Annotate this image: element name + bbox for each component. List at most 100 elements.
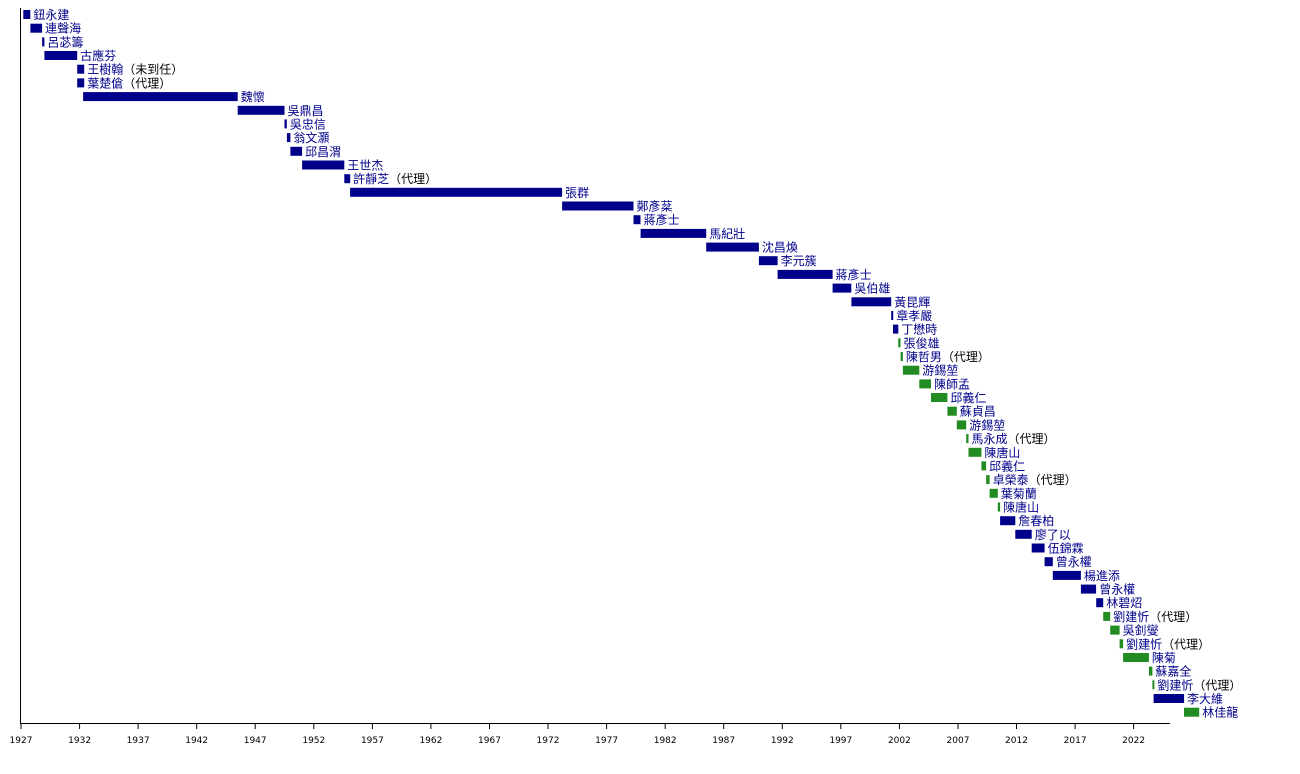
timeline-bar: [1000, 516, 1016, 526]
timeline-bar: [1096, 598, 1104, 608]
timeline-bar: [1184, 707, 1200, 717]
bar-label: 游錫堃: [969, 417, 1005, 432]
x-tick-label: 2007: [947, 736, 970, 746]
timeline-bar: [23, 10, 31, 19]
bar-label: 馬永成（代理）: [972, 432, 1056, 446]
timeline-bar: [77, 64, 85, 74]
bar-label: 鄭彥棻: [637, 199, 673, 214]
timeline-bar: [956, 420, 967, 430]
bar-label-name: 王樹翰: [87, 62, 123, 77]
timeline-bar: [290, 146, 303, 156]
bar-label: 蘇貞昌: [960, 405, 996, 419]
x-tick-label: 1977: [595, 736, 618, 746]
bar-label-name: 吳鼎昌: [288, 104, 324, 118]
bar-label: 曾永權: [1099, 583, 1135, 597]
bar-label: 詹春柏: [1018, 513, 1054, 528]
x-tick-label: 1987: [712, 736, 735, 746]
bar-label: 曾永權: [1056, 555, 1092, 569]
timeline-bar: [900, 352, 903, 361]
bar-label: 陳菊: [1152, 651, 1176, 665]
timeline-bar: [30, 23, 43, 33]
x-tick-label: 1947: [244, 736, 267, 746]
timeline-bar: [1052, 570, 1081, 580]
x-axis-ticks: 1927 1932 1937 1942 1947 1952 1957 1962 1967 1972…: [10, 724, 1145, 746]
bar-label-name: 連聲海: [45, 21, 81, 36]
x-tick-label: 2022: [1122, 736, 1145, 746]
bar-label: 陳師孟: [934, 377, 970, 391]
bar-label: 邱義仁: [950, 390, 986, 405]
bar-label-name: 葉楚傖: [87, 75, 123, 90]
timeline-bar: [968, 447, 982, 457]
bar-label-name: 丁懋時: [901, 322, 937, 337]
bar-label: 張俊雄: [904, 335, 940, 350]
bar-label: 卓榮泰（代理）: [993, 473, 1077, 487]
x-tick-label: 1942: [185, 736, 208, 746]
bar-label-note: （代理）: [1162, 637, 1210, 651]
timeline-bar: [1015, 529, 1032, 539]
bar-label: 游錫堃: [922, 363, 958, 378]
timeline-bar: [777, 269, 833, 279]
bar-label-name: 吳釗燮: [1123, 623, 1159, 638]
bar-label: 劉建忻（代理）: [1126, 636, 1210, 651]
timeline-bar: [302, 160, 345, 170]
bar-label: 吳伯雄: [854, 281, 890, 296]
timeline-bar: [981, 461, 987, 471]
bar-label-name: 蘇貞昌: [960, 405, 996, 419]
bar-label: 葉楚傖（代理）: [87, 75, 171, 90]
bar-label-note: （代理）: [942, 350, 990, 364]
timeline-bar: [284, 119, 287, 129]
bar-label-name: 劉建忻: [1157, 677, 1193, 692]
bar-label: 陳唐山: [1003, 500, 1039, 515]
bar-label-name: 李大維: [1187, 691, 1223, 706]
x-tick-label: 1932: [68, 736, 91, 746]
bar-label-name: 陳唐山: [984, 445, 1020, 460]
bar-label-note: （代理）: [1029, 473, 1077, 487]
timeline-bar: [997, 502, 1001, 512]
bar-label: 鈕永建: [33, 8, 69, 22]
bar-label-name: 陳師孟: [934, 377, 970, 391]
bar-label-name: 魏懷: [241, 89, 265, 104]
bar-label: 陳唐山: [984, 445, 1020, 460]
timeline-bar: [947, 406, 957, 416]
bar-label-name: 章孝嚴: [896, 308, 932, 323]
bar-label-name: 陳哲男: [906, 350, 942, 364]
bar-label: 王世杰: [347, 159, 383, 173]
bar-label-name: 曾永權: [1056, 555, 1092, 569]
bar-label: 馬紀壯: [709, 227, 745, 241]
bar-label: 蔣彥士: [644, 212, 680, 227]
bar-label-name: 伍錦霖: [1048, 541, 1084, 556]
bar-label: 蘇嘉全: [1155, 664, 1191, 679]
bar-label: 李大維: [1187, 691, 1223, 706]
bar-label-note: （代理）: [1149, 610, 1197, 624]
timeline-bar: [237, 105, 285, 115]
bar-label: 邱義仁: [989, 458, 1025, 473]
bar-label: 葉菊蘭: [1001, 487, 1037, 501]
timeline-bar: [1119, 639, 1124, 649]
bar-label-name: 鈕永建: [33, 8, 69, 22]
timeline-bar: [1153, 694, 1185, 703]
timeline-bar: [989, 488, 998, 498]
bar-label-note: （未到任）: [123, 63, 183, 77]
x-tick-label: 1982: [654, 736, 677, 746]
bar-label-name: 李元簇: [781, 253, 817, 268]
timeline-bar: [1148, 666, 1153, 676]
bar-label-note: （代理）: [123, 76, 171, 90]
timeline-bar: [898, 338, 901, 348]
bar-label: 王樹翰（未到任）: [87, 62, 183, 77]
bar-label-name: 廖了以: [1035, 527, 1071, 542]
timeline-bar: [42, 37, 45, 47]
bar-label-name: 曾永權: [1099, 583, 1135, 597]
timeline-bar: [1044, 557, 1053, 567]
bar-label: 丁懋時: [901, 322, 937, 337]
x-tick-label: 1962: [419, 736, 442, 746]
bar-label: 李元簇: [781, 253, 817, 268]
bar-label-name: 鄭彥棻: [637, 199, 673, 214]
x-tick-label: 2002: [888, 736, 911, 746]
bar-label-name: 蔣彥士: [644, 212, 680, 227]
bar-label-name: 游錫堃: [922, 363, 958, 378]
bar-label: 連聲海: [45, 21, 81, 36]
timeline-bar: [1110, 625, 1120, 635]
timeline-bar: [1080, 584, 1097, 594]
timeline-bar: [640, 228, 707, 238]
timeline-bar: [44, 51, 78, 60]
